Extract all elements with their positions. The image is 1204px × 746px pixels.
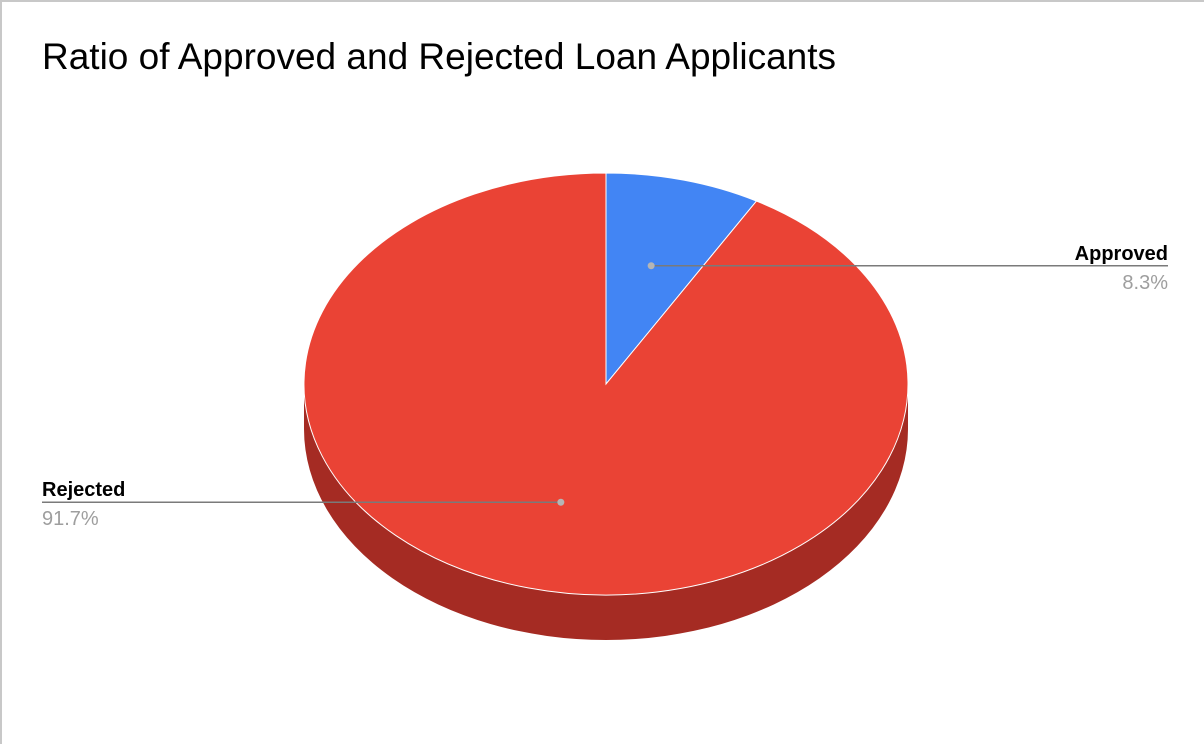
pie-side-rejected — [304, 384, 908, 640]
pie-slice-approved[interactable] — [605, 172, 758, 386]
leader-dot-rejected — [557, 498, 565, 506]
pie-slice-rejected[interactable] — [303, 172, 909, 596]
pie-labels-group: Approved 8.3% Rejected 91.7% — [42, 243, 1168, 530]
pie-top-group — [303, 172, 909, 596]
slice-label-rejected: Rejected — [42, 479, 125, 501]
slice-percent-approved: 8.3% — [1122, 272, 1168, 294]
slice-label-approved: Approved — [1075, 243, 1168, 265]
slice-percent-rejected: 91.7% — [42, 508, 99, 530]
chart-title: Ratio of Approved and Rejected Loan Appl… — [42, 36, 837, 77]
pie-depth-group — [304, 384, 908, 640]
leader-dot-approved — [647, 262, 655, 270]
